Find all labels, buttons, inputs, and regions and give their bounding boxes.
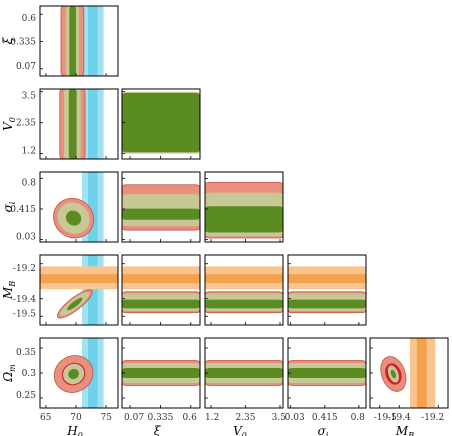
prior-band-inner: [88, 89, 98, 159]
x-tick-label: 65: [40, 413, 52, 423]
prior-band-inner: [88, 255, 98, 325]
panel-frame: [121, 254, 201, 326]
contour-overlay_inner: [122, 368, 200, 378]
y-axis-label: MB: [1, 281, 17, 300]
y-tick-label: 0.07: [16, 62, 36, 72]
x-axis-label: σi: [318, 424, 329, 436]
prior-band-inner: [416, 338, 427, 408]
x-tick-label: 0.07: [124, 413, 144, 423]
contour-overlay_inner: [288, 368, 366, 378]
prior-band-inner: [122, 274, 200, 283]
y-tick-label: 1.2: [22, 147, 36, 157]
y-tick-label: -19.2: [13, 264, 36, 274]
panel-xi-Omega_m: [121, 337, 201, 409]
prior-band-inner: [205, 274, 283, 283]
panel-sigma_i-Omega_m: [287, 337, 367, 409]
x-tick-label: 75: [101, 413, 113, 423]
y-tick-label: 0.25: [16, 391, 36, 401]
x-tick-label: 0.6: [182, 413, 197, 423]
y-axis-label: ξ: [1, 36, 15, 44]
panel-frame: [39, 254, 119, 326]
contour-overlay_inner: [390, 369, 397, 379]
y-tick-label: -19.4: [13, 295, 36, 305]
x-tick-label: 3.5: [272, 413, 287, 423]
y-tick-label: -19.5: [13, 309, 36, 319]
x-tick-label: -19.4: [388, 413, 411, 423]
contour-overlay_inner: [69, 6, 76, 76]
x-tick-label: 0.8: [351, 413, 366, 423]
x-axis-label: MB: [395, 424, 414, 436]
y-axis-label: σi: [1, 201, 17, 212]
panel-H0-V0: [39, 88, 119, 160]
y-tick-label: 0.8: [22, 178, 37, 188]
prior-band-inner: [288, 274, 366, 283]
contour-overlay_inner: [122, 208, 200, 220]
y-tick-label: 0.35: [16, 348, 36, 358]
panel-xi-sigma_i: [121, 171, 201, 243]
contour-overlay_inner: [68, 89, 77, 159]
x-tick-label: 0.415: [312, 413, 338, 423]
x-tick-label: 2.35: [235, 413, 255, 423]
contour-overlay_inner: [122, 93, 200, 153]
prior-band-inner: [88, 6, 98, 76]
y-axis-label: Ωm: [1, 364, 17, 383]
y-tick-label: 0.335: [10, 38, 36, 48]
panel-frame: [39, 5, 119, 77]
contour-overlay_inner: [122, 299, 200, 309]
contour-overlay_inner: [288, 299, 366, 309]
x-axis-label: ξ: [154, 424, 162, 436]
panel-frame: [287, 254, 367, 326]
x-axis-label: V0: [233, 424, 247, 436]
contour-overlay_inner: [68, 368, 79, 380]
x-tick-label: -19.2: [421, 413, 444, 423]
y-axis-label: V0: [1, 117, 17, 131]
contour-overlay_inner: [205, 206, 283, 233]
panel-frame: [121, 171, 201, 243]
y-tick-label: 0.03: [16, 233, 36, 243]
panel-sigma_i-M_B: [287, 254, 367, 326]
panel-frame: [39, 171, 119, 243]
prior-band-inner: [88, 172, 98, 242]
x-axis-label: H0: [66, 424, 83, 436]
panel-frame: [204, 254, 284, 326]
y-tick-label: 3.5: [22, 92, 37, 102]
panel-frame: [121, 88, 201, 160]
panel-H0-sigma_i: [39, 171, 119, 243]
prior-band-inner: [40, 274, 118, 283]
x-tick-label: 1.2: [205, 413, 219, 423]
x-tick-label: 0.03: [285, 413, 305, 423]
y-tick-label: 0.6: [22, 14, 37, 24]
panel-xi-V0: [121, 88, 201, 160]
panel-V0-M_B: [204, 254, 284, 326]
panel-xi-M_B: [121, 254, 201, 326]
contour-overlay_inner: [205, 299, 283, 309]
y-tick-label: 0.3: [22, 369, 37, 379]
panel-M_B-Omega_m: [369, 337, 449, 409]
x-tick-label: -19.5: [374, 413, 397, 423]
panel-V0-sigma_i: [204, 171, 284, 243]
panel-frame: [204, 171, 284, 243]
contour-overlay_inner: [205, 368, 283, 378]
panel-H0-xi: [39, 5, 119, 77]
panel-H0-M_B: [39, 254, 119, 326]
panel-frame: [39, 88, 119, 160]
panel-H0-Omega_m: [39, 337, 119, 409]
x-tick-label: 70: [70, 413, 82, 423]
contour-overlay_inner: [65, 210, 82, 226]
y-tick-label: 2.35: [16, 119, 36, 129]
panel-V0-Omega_m: [204, 337, 284, 409]
contour-overlay_inner: [67, 297, 83, 311]
x-tick-label: 0.335: [148, 413, 174, 423]
y-tick-label: 0.415: [10, 205, 36, 215]
